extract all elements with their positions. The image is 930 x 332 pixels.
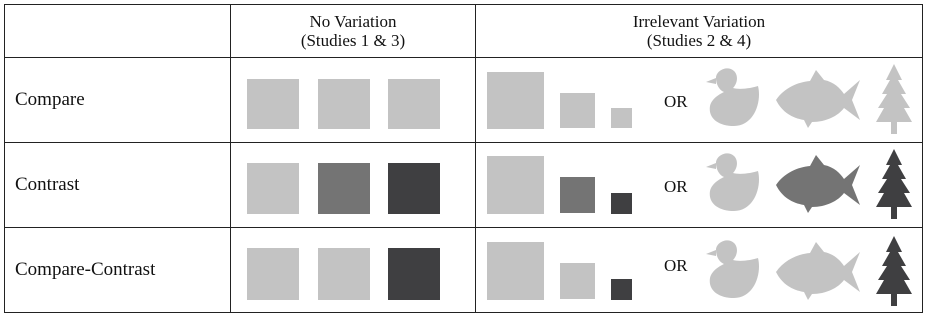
tree-icon	[876, 236, 912, 306]
tree-icon	[876, 64, 912, 134]
header-no-variation: No Variation (Studies 1 & 3)	[230, 4, 476, 58]
square-light	[247, 163, 299, 214]
square-light-large	[487, 242, 544, 300]
duck-icon	[706, 68, 759, 126]
row-compare-contrast: Compare-Contrast OR	[4, 227, 923, 313]
row-label-compare: Compare	[4, 57, 231, 143]
square-dark	[388, 248, 440, 300]
row-compare: Compare OR	[4, 57, 923, 143]
row-label-contrast: Contrast	[4, 142, 231, 228]
square-light-medium	[560, 263, 595, 299]
square-dark	[388, 163, 440, 214]
no-variation-cell-compare-contrast	[230, 227, 476, 313]
header-irrelevant-variation: Irrelevant Variation (Studies 2 & 4)	[475, 4, 923, 58]
or-label: OR	[664, 177, 688, 196]
fish-icon	[776, 155, 860, 213]
irrelevant-variation-cell-compare: OR	[475, 57, 923, 143]
square-medium-medium	[560, 177, 595, 213]
header-irrelevant-variation-studies: (Studies 2 & 4)	[646, 31, 752, 50]
tree-icon	[876, 149, 912, 219]
row-contrast: Contrast OR	[4, 142, 923, 228]
header-no-variation-title: No Variation	[309, 12, 397, 31]
square-light	[318, 79, 370, 129]
fish-icon	[776, 70, 860, 128]
header-empty-cell	[4, 4, 231, 58]
square-light	[388, 79, 440, 129]
header-no-variation-studies: (Studies 1 & 3)	[300, 31, 406, 50]
square-light-large	[487, 156, 544, 214]
square-light-small	[611, 108, 632, 128]
fish-icon	[776, 242, 860, 300]
or-label: OR	[664, 256, 688, 275]
square-light-medium	[560, 93, 595, 128]
no-variation-cell-compare	[230, 57, 476, 143]
or-label: OR	[664, 92, 688, 111]
square-dark-small	[611, 279, 632, 300]
square-light	[247, 79, 299, 129]
header-irrelevant-variation-title: Irrelevant Variation	[632, 12, 766, 31]
irrelevant-variation-cell-contrast: OR	[475, 142, 923, 228]
header-row: No Variation (Studies 1 & 3) Irrelevant …	[4, 4, 923, 58]
square-medium	[318, 163, 370, 214]
duck-icon	[706, 153, 759, 211]
square-light-large	[487, 72, 544, 129]
square-light	[247, 248, 299, 300]
square-light	[318, 248, 370, 300]
duck-icon	[706, 240, 759, 298]
square-dark-small	[611, 193, 632, 214]
no-variation-cell-contrast	[230, 142, 476, 228]
irrelevant-variation-cell-compare-contrast: OR	[475, 227, 923, 313]
stimuli-table: No Variation (Studies 1 & 3) Irrelevant …	[4, 4, 923, 313]
row-label-compare-contrast: Compare-Contrast	[4, 227, 231, 313]
